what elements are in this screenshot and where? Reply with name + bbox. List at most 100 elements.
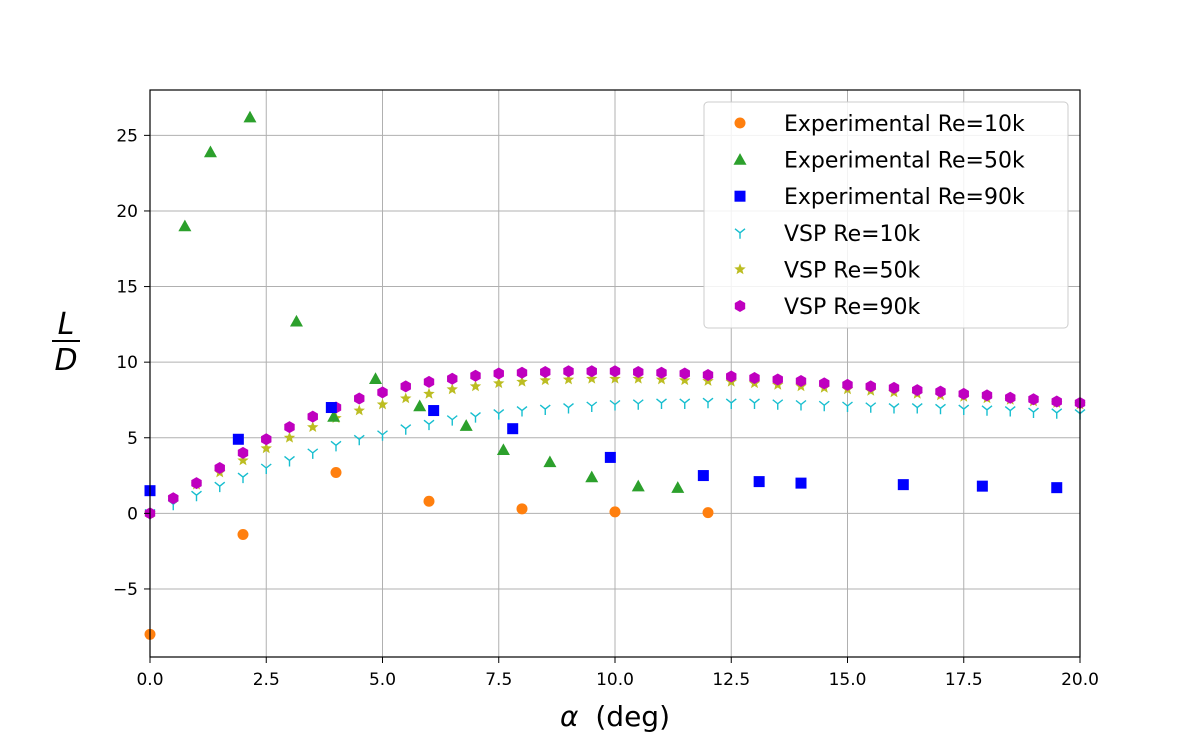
data-point — [261, 433, 272, 446]
legend-item: Experimental Re=90k — [734, 185, 1025, 210]
x-tick-label: 0.0 — [136, 670, 163, 690]
data-point — [400, 380, 411, 393]
data-point — [428, 405, 440, 417]
legend-marker — [734, 228, 746, 239]
legend-label: Experimental Re=90k — [784, 185, 1025, 210]
legend-label: VSP Re=90k — [784, 295, 921, 320]
legend-box — [703, 101, 1069, 329]
data-point — [289, 314, 303, 327]
data-point — [237, 454, 249, 466]
series-square — [144, 402, 1063, 497]
x-tick-label: 17.5 — [945, 670, 983, 690]
data-point — [496, 443, 510, 456]
data-point — [327, 410, 341, 422]
data-point — [562, 373, 575, 385]
data-point — [377, 386, 388, 399]
data-point — [702, 369, 714, 382]
data-point — [446, 383, 458, 395]
data-point — [819, 377, 830, 390]
y-axis-denominator: D — [54, 343, 77, 378]
data-point — [237, 446, 249, 459]
legend-item: VSP Re=50k — [734, 258, 921, 283]
data-point — [516, 366, 528, 379]
data-point — [493, 409, 505, 420]
data-point — [423, 419, 435, 431]
data-point — [563, 402, 574, 414]
data-point — [423, 387, 435, 399]
axis-ticks: 0.0 2.5 5.0 7.5 10.0 12.5 15.0 17.5 20.0 −5 0 5 10 15… — [113, 126, 1099, 690]
data-point — [1051, 395, 1062, 408]
data-point — [214, 481, 226, 493]
data-point — [376, 398, 389, 410]
data-point — [1028, 393, 1039, 406]
data-point — [330, 467, 342, 479]
data-point — [604, 451, 616, 463]
data-point — [543, 455, 557, 468]
data-point — [353, 434, 365, 446]
data-point — [586, 365, 597, 378]
data-point — [888, 402, 900, 414]
y-tick-label: 5 — [127, 429, 138, 449]
x-axis-label: α (deg) — [560, 700, 670, 733]
data-point — [232, 433, 244, 445]
data-point — [726, 370, 737, 383]
y-tick-label: 15 — [116, 278, 138, 298]
data-point — [469, 380, 482, 392]
data-point — [888, 381, 900, 394]
data-point — [609, 506, 621, 518]
data-point — [1051, 482, 1063, 494]
data-point — [191, 490, 202, 502]
data-point — [753, 476, 765, 488]
data-point — [214, 462, 225, 474]
legend-item: Experimental Re=50k — [733, 149, 1025, 174]
series-triangle — [178, 110, 685, 493]
data-point — [702, 397, 714, 409]
data-point — [981, 389, 993, 402]
data-point — [935, 385, 946, 398]
data-point — [818, 400, 830, 412]
x-tick-label: 10.0 — [596, 670, 634, 690]
data-point — [493, 367, 504, 380]
data-point — [1051, 408, 1063, 419]
series-circle — [144, 467, 714, 640]
legend-item: VSP Re=90k — [734, 295, 921, 320]
data-point — [795, 399, 807, 411]
data-point — [284, 421, 295, 434]
y-tick-label: 0 — [127, 504, 138, 524]
data-point — [203, 145, 217, 158]
data-point — [325, 402, 337, 414]
data-point — [353, 404, 365, 416]
x-tick-label: 15.0 — [829, 670, 867, 690]
data-point — [423, 375, 435, 388]
data-point — [516, 375, 528, 387]
data-point — [237, 529, 249, 541]
data-point — [237, 472, 249, 484]
y-tick-label: 20 — [116, 202, 138, 222]
data-point — [283, 431, 296, 443]
data-point — [609, 365, 621, 378]
data-point — [307, 448, 319, 459]
data-point — [749, 398, 760, 409]
data-point — [935, 403, 946, 415]
data-point — [697, 470, 709, 482]
data-point — [958, 404, 970, 416]
data-point — [377, 430, 388, 441]
data-point — [354, 392, 365, 405]
legend-label: Experimental Re=50k — [784, 149, 1025, 174]
data-point — [168, 492, 179, 505]
data-point — [609, 399, 621, 411]
data-point — [516, 503, 528, 515]
data-point — [470, 369, 481, 382]
x-tick-label: 12.5 — [712, 670, 750, 690]
data-point — [307, 421, 319, 433]
data-point — [702, 507, 714, 519]
data-point — [656, 398, 667, 409]
data-point — [260, 442, 272, 454]
data-point — [609, 372, 621, 384]
data-point — [243, 110, 257, 123]
y-tick-label: 25 — [116, 126, 138, 146]
data-point — [1004, 405, 1016, 417]
data-point — [772, 399, 784, 410]
data-point — [772, 373, 783, 386]
